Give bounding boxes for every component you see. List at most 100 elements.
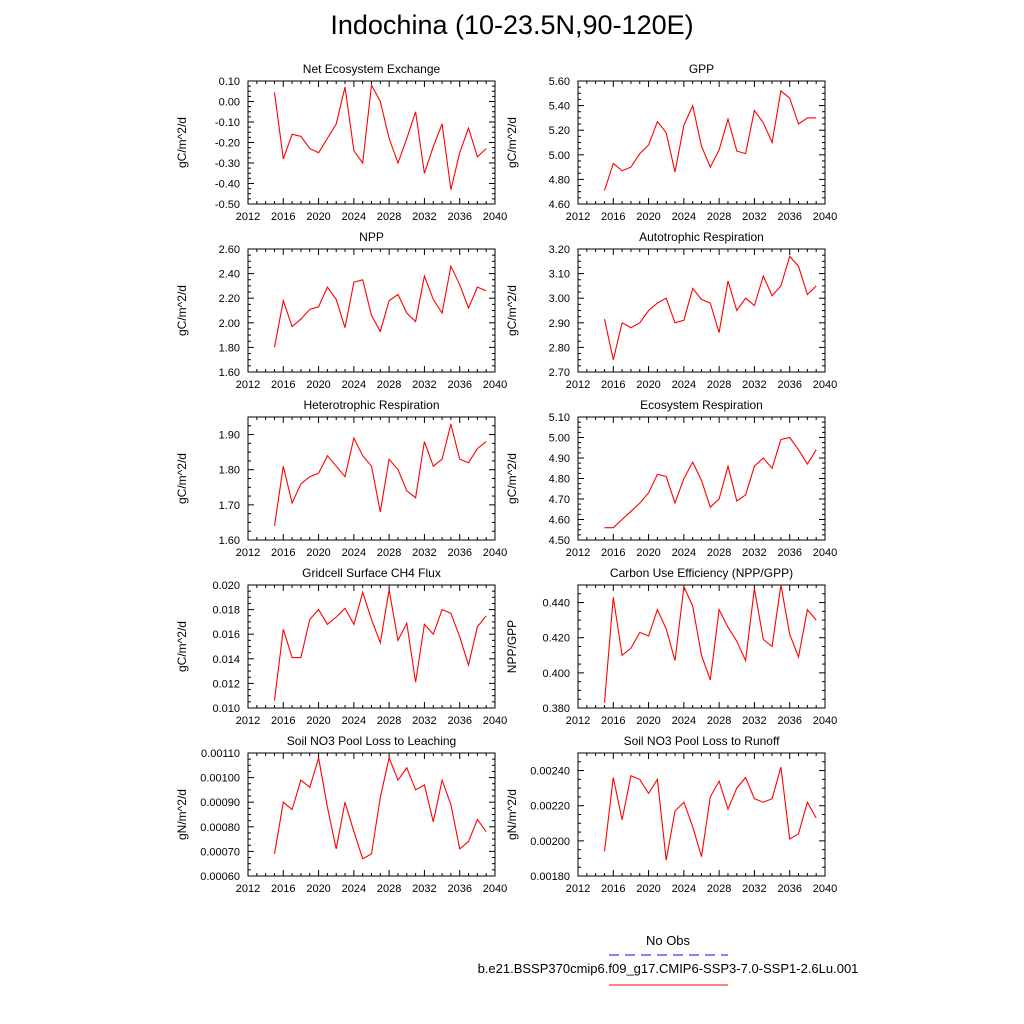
y-tick-label: 5.10 xyxy=(549,412,570,424)
x-tick-label: 2036 xyxy=(447,211,471,223)
y-tick-label: 2.20 xyxy=(219,293,240,305)
x-tick-label: 2036 xyxy=(447,715,471,727)
x-tick-label: 2020 xyxy=(636,883,660,895)
x-tick-label: 2028 xyxy=(377,883,401,895)
x-tick-label: 2020 xyxy=(636,715,660,727)
y-tick-label: 0.00080 xyxy=(200,822,240,834)
y-tick-label: 2.90 xyxy=(549,318,570,330)
chart-title: Heterotrophic Respiration xyxy=(303,398,439,412)
x-tick-label: 2032 xyxy=(742,715,766,727)
x-tick-label: 2040 xyxy=(483,379,507,391)
series-line xyxy=(603,584,817,703)
x-tick-label: 2032 xyxy=(742,211,766,223)
x-tick-label: 2016 xyxy=(271,379,295,391)
x-tick-label: 2024 xyxy=(672,379,696,391)
chart-title: Soil NO3 Pool Loss to Runoff xyxy=(624,734,781,748)
x-tick-label: 2032 xyxy=(412,883,436,895)
x-tick-label: 2012 xyxy=(566,715,590,727)
y-axis-label: gC/m^2/d xyxy=(175,453,189,504)
y-axis-label: gC/m^2/d xyxy=(505,117,519,168)
chart-panel-10: 2012 2016 2020 2024 2028 2032 2036 2040 0.00240 0… xyxy=(505,734,837,895)
y-tick-label: 0.420 xyxy=(542,633,570,645)
y-axis-label: gC/m^2/d xyxy=(175,285,189,336)
chart-title: Soil NO3 Pool Loss to Leaching xyxy=(287,734,456,748)
x-tick-label: 2012 xyxy=(236,715,260,727)
y-tick-label: 1.60 xyxy=(219,535,240,547)
x-tick-label: 2024 xyxy=(672,547,696,559)
y-tick-label: -0.30 xyxy=(215,158,240,170)
x-tick-label: 2020 xyxy=(306,715,330,727)
x-tick-label: 2032 xyxy=(412,211,436,223)
x-tick-label: 2024 xyxy=(342,715,366,727)
x-tick-label: 2024 xyxy=(342,547,366,559)
y-tick-label: 0.010 xyxy=(212,703,240,715)
chart-title: Net Ecosystem Exchange xyxy=(303,62,441,76)
series-line xyxy=(273,756,487,860)
x-tick-label: 2040 xyxy=(813,883,837,895)
y-tick-label: 0.00100 xyxy=(200,773,240,785)
y-axis-label: NPP/GPP xyxy=(505,620,519,673)
chart-panel-4: 2012 2016 2020 2024 2028 2032 2036 2040 3.20 3.10… xyxy=(505,230,837,391)
y-tick-label: 0.016 xyxy=(212,629,240,641)
y-tick-label: 4.90 xyxy=(549,453,570,465)
y-tick-label: 5.40 xyxy=(549,101,570,113)
x-tick-label: 2040 xyxy=(813,715,837,727)
x-tick-label: 2020 xyxy=(306,547,330,559)
y-tick-label: 4.60 xyxy=(549,515,570,527)
y-tick-label: 3.10 xyxy=(549,269,570,281)
x-tick-label: 2020 xyxy=(636,211,660,223)
y-tick-label: 2.80 xyxy=(549,342,570,354)
y-tick-label: 1.90 xyxy=(219,430,240,442)
y-tick-label: 1.80 xyxy=(219,465,240,477)
y-tick-label: 0.00 xyxy=(219,97,240,109)
chart-panel-9: 2012 2016 2020 2024 2028 2032 2036 2040 0.00110 0… xyxy=(175,734,507,895)
chart-panel-6: 2012 2016 2020 2024 2028 2032 2036 2040 5.10 5.00… xyxy=(505,398,837,559)
series-line xyxy=(603,89,817,191)
x-tick-label: 2040 xyxy=(813,547,837,559)
x-tick-label: 2012 xyxy=(236,547,260,559)
legend-label-no-obs: No Obs xyxy=(645,933,691,948)
y-tick-label: 5.00 xyxy=(549,150,570,162)
y-tick-label: 4.50 xyxy=(549,535,570,547)
y-axis-label: gC/m^2/d xyxy=(505,453,519,504)
y-tick-label: 0.00060 xyxy=(200,871,240,883)
x-tick-label: 2036 xyxy=(777,883,801,895)
x-tick-label: 2028 xyxy=(707,547,731,559)
x-tick-label: 2020 xyxy=(636,379,660,391)
x-tick-label: 2036 xyxy=(447,883,471,895)
y-tick-label: 0.00220 xyxy=(530,801,570,813)
y-tick-label: -0.10 xyxy=(215,117,240,129)
x-tick-label: 2028 xyxy=(377,547,401,559)
y-tick-label: 0.00200 xyxy=(530,836,570,848)
x-tick-label: 2012 xyxy=(236,379,260,391)
y-tick-label: 0.020 xyxy=(212,580,240,592)
x-tick-label: 2024 xyxy=(672,211,696,223)
x-tick-label: 2032 xyxy=(742,379,766,391)
y-tick-label: 1.80 xyxy=(219,342,240,354)
x-tick-label: 2040 xyxy=(813,211,837,223)
x-tick-label: 2040 xyxy=(813,379,837,391)
y-tick-label: -0.20 xyxy=(215,138,240,150)
chart-panel-3: 2012 2016 2020 2024 2028 2032 2036 2040 2.60 2.40… xyxy=(175,230,507,391)
y-tick-label: 0.10 xyxy=(219,76,240,88)
y-tick-label: 4.80 xyxy=(549,474,570,486)
y-tick-label: 0.00240 xyxy=(530,766,570,778)
x-tick-label: 2016 xyxy=(601,211,625,223)
x-tick-label: 2012 xyxy=(566,379,590,391)
chart-title: Carbon Use Efficiency (NPP/GPP) xyxy=(610,566,793,580)
y-tick-label: 3.00 xyxy=(549,293,570,305)
x-tick-label: 2020 xyxy=(306,211,330,223)
series-line xyxy=(603,255,817,360)
x-tick-label: 2028 xyxy=(707,715,731,727)
x-tick-label: 2028 xyxy=(707,883,731,895)
x-tick-label: 2016 xyxy=(271,715,295,727)
series-line xyxy=(273,264,487,348)
x-tick-label: 2036 xyxy=(447,379,471,391)
x-tick-label: 2012 xyxy=(566,547,590,559)
series-line xyxy=(273,83,487,190)
y-tick-label: 4.70 xyxy=(549,494,570,506)
y-tick-label: 0.00110 xyxy=(201,748,240,760)
y-axis-label: gN/m^2/d xyxy=(505,789,519,840)
y-tick-label: 4.80 xyxy=(549,174,570,186)
